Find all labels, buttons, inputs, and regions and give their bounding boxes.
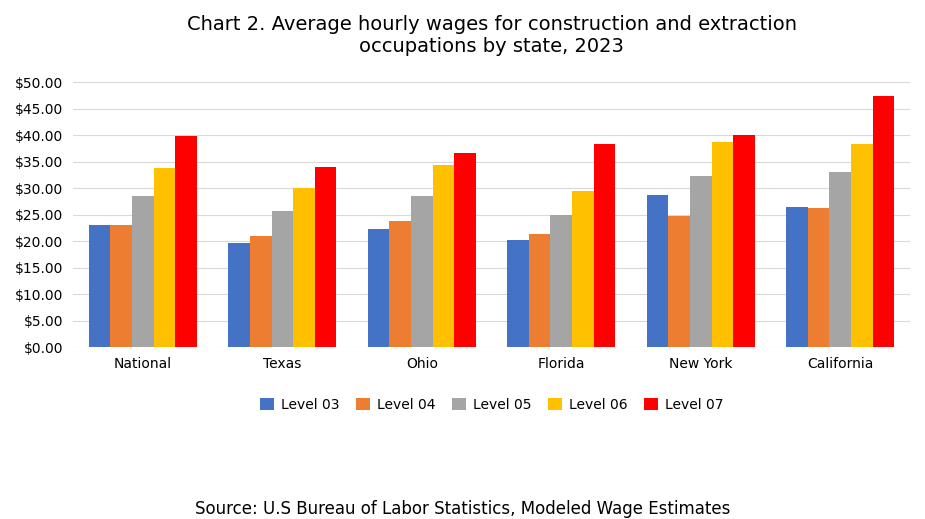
Bar — [389, 222, 411, 347]
Bar — [808, 208, 830, 347]
Text: Source: U.S Bureau of Labor Statistics, Modeled Wage Estimates: Source: U.S Bureau of Labor Statistics, … — [195, 500, 730, 518]
Bar — [830, 172, 851, 347]
Bar — [669, 216, 690, 347]
Bar — [572, 192, 594, 347]
Bar — [872, 97, 894, 347]
Bar — [154, 168, 175, 347]
Bar — [647, 195, 669, 347]
Bar — [529, 234, 550, 347]
Bar — [454, 153, 475, 347]
Bar — [734, 135, 755, 347]
Bar — [110, 225, 132, 347]
Bar — [314, 167, 337, 347]
Bar — [411, 196, 433, 347]
Bar — [851, 144, 872, 347]
Bar — [550, 214, 572, 347]
Bar — [368, 229, 389, 347]
Bar — [507, 240, 529, 347]
Bar — [711, 142, 734, 347]
Legend: Level 03, Level 04, Level 05, Level 06, Level 07: Level 03, Level 04, Level 05, Level 06, … — [254, 392, 729, 417]
Bar — [433, 165, 454, 347]
Bar — [272, 211, 293, 347]
Bar — [89, 225, 110, 347]
Bar — [228, 243, 250, 347]
Bar — [175, 136, 197, 347]
Title: Chart 2. Average hourly wages for construction and extraction
occupations by sta: Chart 2. Average hourly wages for constr… — [187, 15, 796, 56]
Bar — [690, 176, 711, 347]
Bar — [293, 188, 315, 347]
Bar — [594, 144, 615, 347]
Bar — [250, 236, 272, 347]
Bar — [786, 207, 808, 347]
Bar — [132, 196, 154, 347]
